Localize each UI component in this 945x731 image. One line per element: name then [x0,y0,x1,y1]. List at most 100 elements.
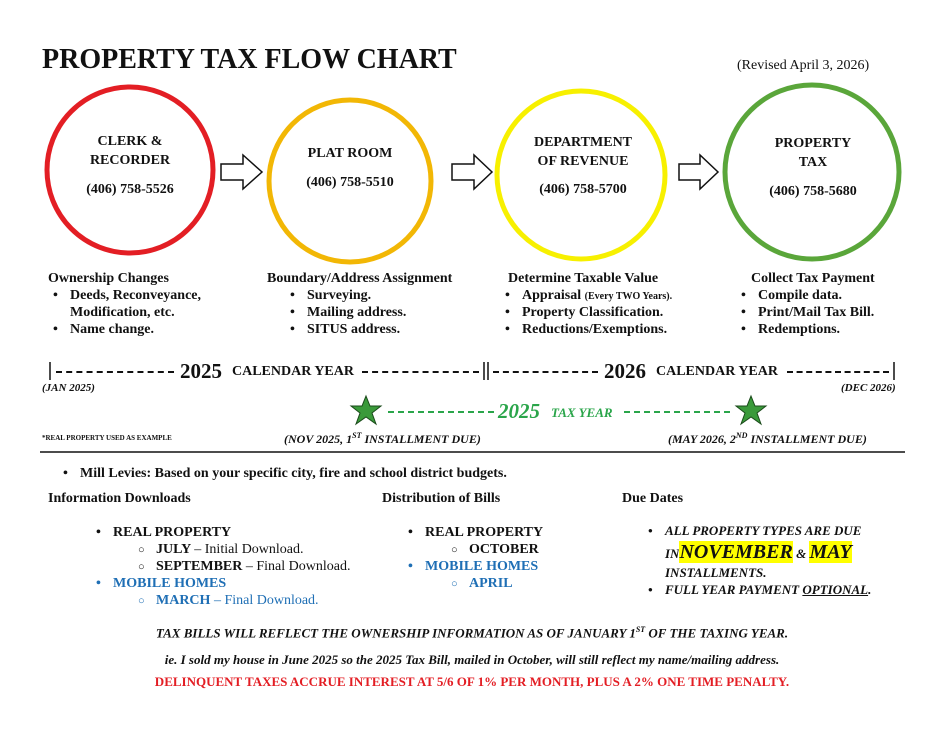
text: OF THE TAXING YEAR. [648,625,789,641]
list-item: INNOVEMBER & MAY [665,541,852,563]
text: IN [665,546,680,561]
underline: OPTIONAL [802,582,869,597]
circle [494,88,668,262]
month: SEPTEMBER [156,559,243,574]
arrow [451,153,494,191]
installment: (MAY 2026, 2ND INSTALLMENT DUE) [668,431,867,446]
step-item: Redemptions. [741,323,840,338]
step-item: Surveying. [290,289,371,304]
step-heading: Collect Tax Payment [751,271,875,286]
footer-warning: DELINQUENT TAXES ACCRUE INTEREST AT 5/6 … [154,674,790,689]
step-item: Reductions/Exemptions. [505,323,667,338]
desc: – Final Download. [245,559,351,574]
circle [44,84,216,256]
revised: (Revised April 3, 2026) [737,58,870,73]
step-item: Compile data. [741,289,842,304]
star [734,394,768,426]
step-item: Mailing address. [290,306,406,321]
arrow [678,153,720,191]
sub-item: APRIL [451,577,512,591]
text: FULL YEAR PAYMENT [665,582,800,597]
step-name: RECORDER [89,153,171,168]
step-item: Modification, etc. [70,305,175,320]
tax-year: 2025 [498,399,540,423]
list-item: REAL PROPERTY [96,526,231,541]
dashes [362,371,479,373]
step-heading: Ownership Changes [48,271,169,286]
text: (MAY 2026, 2 [668,432,736,446]
highlight: NOVEMBER [679,541,793,563]
list-item: INSTALLMENTS. [665,565,767,580]
sub-item: SEPTEMBER – Final Download. [138,559,351,574]
sub-item: MARCH – Final Download. [138,593,319,608]
text: INSTALLMENT DUE) [750,432,867,446]
step-name: CLERK & [97,134,163,149]
text: & [796,546,807,561]
star [349,394,383,426]
list-item: REAL PROPERTY [408,526,543,541]
text: TAX BILLS WILL REFLECT THE OWNERSHIP INF… [155,625,636,641]
step-item: Name change. [53,323,154,338]
timeline-start: (JAN 2025) [42,382,95,394]
title: PROPERTY TAX FLOW CHART [42,44,457,75]
item-text: Appraisal [522,288,582,303]
step-heading: Determine Taxable Value [508,271,659,286]
step-name: PROPERTY [774,136,852,151]
step-name: PLAT ROOM [307,146,393,161]
dashes [787,371,889,373]
tax-year-label: TAX YEAR [551,405,613,420]
dashes [388,411,494,413]
step-phone: (406) 758-5510 [306,175,394,190]
step-item: Property Classification. [505,306,663,321]
step-phone: (406) 758-5700 [539,182,627,197]
note: *REAL PROPERTY USED AS EXAMPLE [42,434,172,442]
sup: ND [735,431,748,440]
sub-item: JULY – Initial Download. [138,542,304,557]
step-name: OF REVENUE [537,154,629,169]
year: 2025 [180,359,222,383]
footer-line: ie. I sold my house in June 2025 so the … [164,652,780,667]
list-item: MOBILE HOMES [96,577,226,592]
step-phone: (406) 758-5680 [769,184,857,199]
list-item: ALL PROPERTY TYPES ARE DUE [648,524,862,537]
sup: ST [352,431,362,440]
dashes [493,371,598,373]
year: 2026 [604,359,646,383]
arrow [220,153,264,191]
mill-levies: Mill Levies: Based on your specific city… [63,467,507,482]
step-item: Appraisal (Every TWO Years). [505,288,673,304]
desc: – Initial Download. [194,542,304,557]
dashes [56,371,174,373]
step-phone: (406) 758-5526 [86,182,174,197]
section-heading: Due Dates [622,491,684,506]
year-label: CALENDAR YEAR [232,364,354,379]
section-heading: Information Downloads [48,491,191,506]
circle [266,97,434,265]
step-name: TAX [798,155,828,170]
footer-line: TAX BILLS WILL REFLECT THE OWNERSHIP INF… [155,625,789,641]
step-item: SITUS address. [290,323,400,338]
text: INSTALLMENT DUE) [364,432,481,446]
step-name: DEPARTMENT [533,135,633,150]
text: . [868,582,872,597]
installment: (NOV 2025, 1ST INSTALLMENT DUE) [284,431,481,446]
item-note: (Every TWO Years). [584,291,673,302]
desc: – Final Download. [213,593,319,608]
sub-item: OCTOBER [451,543,539,557]
timeline-end: (DEC 2026) [841,382,896,394]
section-heading: Distribution of Bills [382,491,501,506]
text: (NOV 2025, 1 [284,432,353,446]
sup: ST [635,625,646,634]
month: MARCH [156,593,211,608]
step-item: Print/Mail Tax Bill. [741,306,874,321]
step-heading: Boundary/Address Assignment [267,271,453,286]
list-item: FULL YEAR PAYMENT OPTIONAL. [648,582,872,597]
month: JULY [156,542,191,557]
highlight: MAY [809,541,852,563]
circle [722,82,902,262]
year-label: CALENDAR YEAR [656,364,778,379]
list-item: MOBILE HOMES [408,560,538,575]
step-item: Deeds, Reconveyance, [53,289,201,304]
